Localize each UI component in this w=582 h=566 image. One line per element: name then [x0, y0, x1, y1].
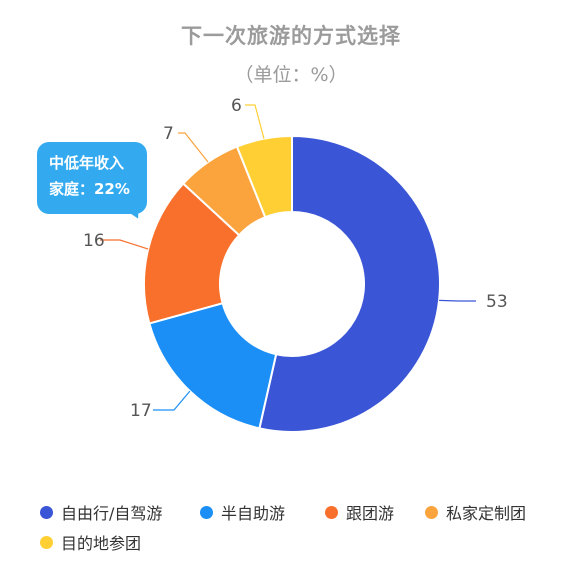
leader-line-3	[178, 132, 209, 163]
data-label-3: 7	[163, 124, 174, 144]
data-label-0: 53	[486, 292, 508, 312]
legend-label: 自由行/自驾游	[61, 504, 163, 523]
legend-dot-icon	[425, 505, 438, 519]
leader-line-1	[153, 390, 191, 411]
chart-subtitle: （单位：%）	[234, 64, 348, 86]
legend-dot-icon	[200, 505, 213, 519]
callout-bubble: 中低年收入 家庭：22%	[37, 142, 147, 214]
chart-title: 下一次旅游的方式选择	[181, 24, 401, 48]
legend-item-3: 私家定制团	[425, 500, 526, 524]
data-label-4: 6	[231, 96, 242, 116]
legend-dot-icon	[325, 505, 338, 519]
legend-label: 跟团游	[346, 504, 395, 523]
callout-line-1: 中低年收入	[49, 154, 125, 172]
legend-item-2: 跟团游	[325, 500, 394, 524]
legend-label: 私家定制团	[446, 504, 527, 523]
slice-0	[258, 134, 441, 433]
data-label-1: 17	[130, 401, 152, 421]
data-label-2: 16	[83, 231, 105, 251]
leader-line-2	[100, 239, 149, 250]
leader-line-0	[439, 299, 476, 302]
slice-1	[148, 301, 278, 430]
legend-item-4: 目的地参团	[40, 530, 141, 554]
legend-dot-icon	[40, 535, 53, 549]
legend-label: 目的地参团	[61, 534, 142, 553]
legend-label: 半自助游	[221, 504, 286, 523]
callout-line-2: 家庭：22%	[49, 180, 130, 198]
legend-item-0: 自由行/自驾游	[40, 500, 162, 524]
leader-line-4	[245, 104, 265, 139]
legend-dot-icon	[40, 505, 53, 519]
legend-item-1: 半自助游	[200, 500, 285, 524]
slice-4	[235, 134, 293, 219]
